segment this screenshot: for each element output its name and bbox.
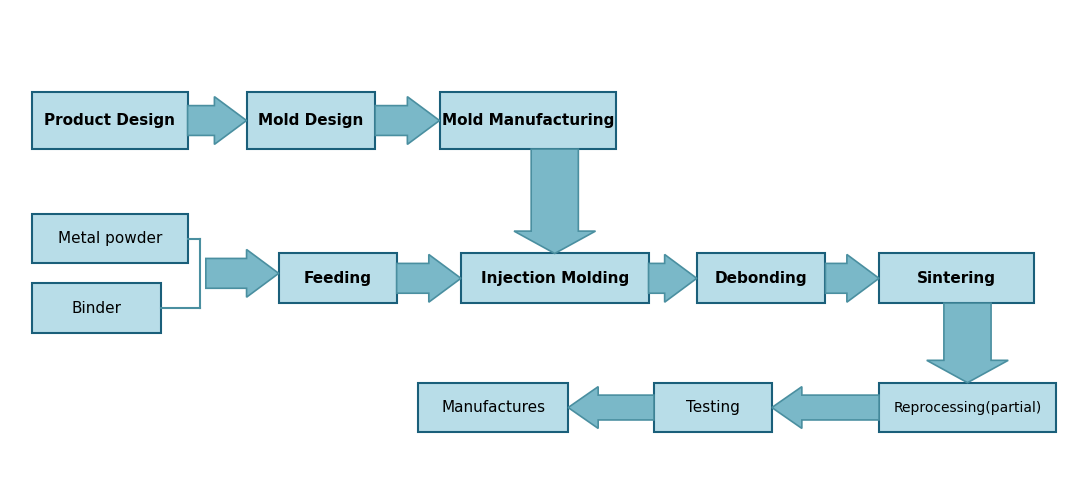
FancyBboxPatch shape — [247, 92, 375, 149]
Polygon shape — [772, 387, 879, 428]
Polygon shape — [649, 254, 697, 302]
FancyBboxPatch shape — [461, 253, 649, 303]
FancyBboxPatch shape — [879, 383, 1056, 432]
Polygon shape — [515, 149, 596, 253]
Polygon shape — [568, 387, 654, 428]
Polygon shape — [825, 254, 879, 302]
FancyBboxPatch shape — [32, 214, 188, 263]
FancyBboxPatch shape — [418, 383, 568, 432]
FancyBboxPatch shape — [654, 383, 772, 432]
FancyBboxPatch shape — [697, 253, 825, 303]
FancyBboxPatch shape — [879, 253, 1034, 303]
Text: Mold Design: Mold Design — [258, 113, 363, 128]
Polygon shape — [926, 303, 1008, 383]
Text: Binder: Binder — [72, 301, 121, 316]
Text: Feeding: Feeding — [303, 271, 372, 286]
Text: Reprocessing(partial): Reprocessing(partial) — [893, 401, 1042, 414]
Polygon shape — [188, 96, 247, 144]
Text: Product Design: Product Design — [44, 113, 176, 128]
Text: Testing: Testing — [686, 400, 740, 415]
FancyBboxPatch shape — [32, 92, 188, 149]
Polygon shape — [375, 96, 440, 144]
Text: Debonding: Debonding — [715, 271, 807, 286]
Text: Mold Manufacturing: Mold Manufacturing — [442, 113, 614, 128]
Text: Metal powder: Metal powder — [58, 231, 162, 246]
FancyBboxPatch shape — [440, 92, 616, 149]
Text: Sintering: Sintering — [918, 271, 996, 286]
Polygon shape — [397, 254, 461, 302]
FancyBboxPatch shape — [279, 253, 397, 303]
Text: Injection Molding: Injection Molding — [480, 271, 629, 286]
Polygon shape — [206, 249, 279, 297]
FancyBboxPatch shape — [32, 283, 161, 333]
Text: Manufactures: Manufactures — [441, 400, 546, 415]
